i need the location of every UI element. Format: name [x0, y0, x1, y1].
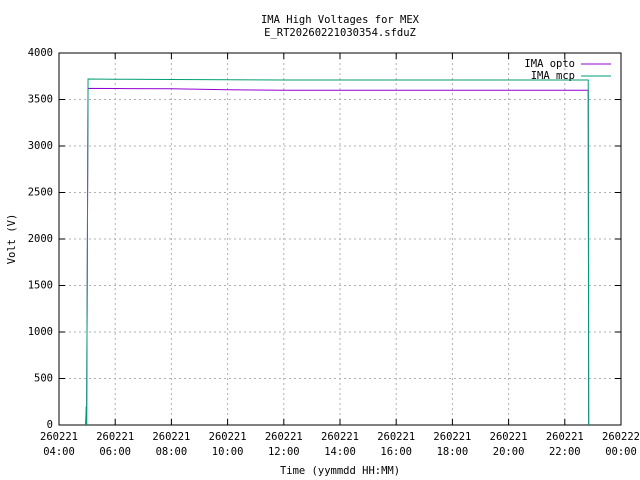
- x-tick-label: 260222 00:00: [602, 431, 640, 458]
- x-tick-label: 260221 10:00: [209, 431, 247, 458]
- x-tick-label: 260221 22:00: [546, 431, 584, 458]
- x-tick-label: 260221 12:00: [265, 431, 303, 458]
- y-axis-label: Volt (V): [6, 214, 18, 265]
- x-axis-label: Time (yymmdd HH:MM): [280, 465, 400, 477]
- x-tick-label: 260221 14:00: [321, 431, 359, 458]
- x-tick-label: 260221 04:00: [40, 431, 78, 458]
- data-line: [85, 87, 590, 426]
- x-tick-label: 260221 18:00: [433, 431, 471, 458]
- y-tick-label: 2000: [28, 233, 53, 245]
- x-tick-label: 260221 20:00: [490, 431, 528, 458]
- legend-label: IMA mcp: [531, 70, 575, 82]
- y-tick-label: 4000: [28, 47, 53, 59]
- y-tick-label: 2500: [28, 187, 53, 199]
- chart-title: IMA High Voltages for MEX: [261, 14, 420, 26]
- y-tick-label: 0: [47, 419, 53, 431]
- y-tick-label: 3000: [28, 140, 53, 152]
- plot-border: [58, 52, 622, 426]
- legend-label: IMA opto: [524, 58, 575, 70]
- y-tick-label: 3500: [28, 94, 53, 106]
- y-tick-label: 500: [34, 373, 53, 385]
- x-tick-label: 260221 08:00: [152, 431, 190, 458]
- x-tick-label: 260221 16:00: [377, 431, 415, 458]
- data-line: [85, 78, 590, 426]
- y-tick-label: 1500: [28, 280, 53, 292]
- x-tick-label: 260221 06:00: [96, 431, 134, 458]
- chart-subtitle: E_RT20260221030354.sfduZ: [264, 27, 416, 39]
- y-tick-label: 1000: [28, 326, 53, 338]
